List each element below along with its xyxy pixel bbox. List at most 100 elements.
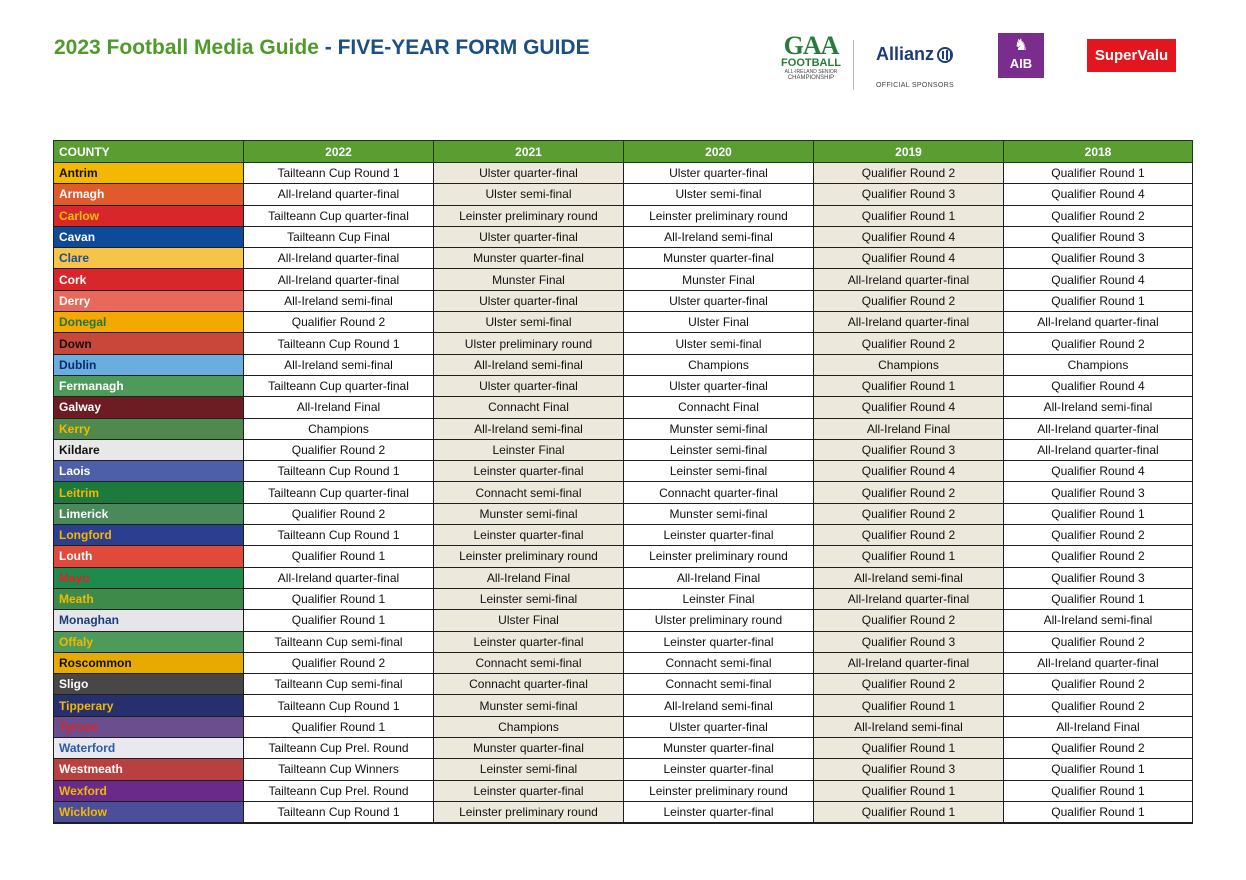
gaa-all-ireland-label: ALL-IRELAND SENIOR [784, 69, 838, 75]
result-cell-2022: Qualifier Round 2 [243, 311, 434, 334]
result-cell-2020: Leinster preliminary round [623, 545, 814, 568]
result-cell-2018: All-Ireland quarter-final [1003, 417, 1193, 440]
result-cell-2018: All-Ireland quarter-final [1003, 651, 1193, 675]
result-cell-2020: Ulster quarter-final [623, 715, 814, 739]
logo-divider [853, 40, 854, 90]
table-row: Donegal Qualifier Round 2 Ulster semi-fina… [53, 311, 1193, 334]
result-cell-2022: Tailteann Cup Round 1 [243, 524, 434, 547]
result-cell-2018: Qualifier Round 3 [1003, 247, 1193, 270]
result-cell-2021: All-Ireland semi-final [433, 353, 624, 376]
table-row: Tipperary Tailteann Cup Round 1 Munster se… [53, 694, 1193, 717]
result-cell-2020: Ulster quarter-final [623, 289, 814, 313]
result-cell-2020: Connacht quarter-final [623, 481, 814, 504]
result-cell-2019: Qualifier Round 1 [813, 204, 1004, 227]
result-cell-2020: All-Ireland semi-final [623, 694, 814, 717]
allianz-label: Allianz [876, 44, 935, 64]
result-cell-2021: Ulster quarter-final [433, 161, 624, 185]
result-cell-2019: Champions [813, 353, 1004, 376]
result-cell-2019: All-Ireland quarter-final [813, 651, 1004, 675]
table-row: Monaghan Qualifier Round 1 Ulster Final Uls… [53, 609, 1193, 632]
result-cell-2018: Qualifier Round 2 [1003, 545, 1193, 568]
result-cell-2021: Ulster quarter-final [433, 225, 624, 249]
result-cell-2021: Connacht semi-final [433, 651, 624, 675]
table-row: Limerick Qualifier Round 2 Munster semi-fi… [53, 502, 1193, 526]
result-cell-2021: Munster quarter-final [433, 737, 624, 760]
result-cell-2019: Qualifier Round 4 [813, 396, 1004, 419]
county-cell: Dublin [53, 353, 244, 376]
result-cell-2018: Qualifier Round 1 [1003, 502, 1193, 526]
county-cell: Mayo [53, 566, 244, 589]
table-row: Longford Tailteann Cup Round 1 Leinster qu… [53, 524, 1193, 547]
result-cell-2021: Connacht Final [433, 396, 624, 419]
county-cell: Tyrone [53, 715, 244, 739]
county-cell: Cavan [53, 225, 244, 249]
result-cell-2019: Qualifier Round 3 [813, 438, 1004, 462]
result-cell-2021: Ulster semi-final [433, 311, 624, 334]
result-cell-2019: All-Ireland Final [813, 417, 1004, 440]
county-cell: Laois [53, 460, 244, 483]
result-cell-2022: Tailteann Cup Winners [243, 758, 434, 781]
county-cell: Carlow [53, 204, 244, 227]
result-cell-2018: Qualifier Round 4 [1003, 460, 1193, 483]
result-cell-2022: Qualifier Round 1 [243, 545, 434, 568]
table-row: Dublin All-Ireland semi-final All-Ireland … [53, 353, 1193, 376]
column-header-2018: 2018 [1003, 140, 1193, 163]
result-cell-2018: Qualifier Round 3 [1003, 481, 1193, 504]
result-cell-2018: Qualifier Round 2 [1003, 737, 1193, 760]
result-cell-2021: Ulster preliminary round [433, 332, 624, 355]
result-cell-2018: Qualifier Round 1 [1003, 289, 1193, 313]
table-row: Armagh All-Ireland quarter-final Ulster se… [53, 183, 1193, 206]
allianz-eagle-icon [937, 47, 954, 63]
result-cell-2019: Qualifier Round 1 [813, 545, 1004, 568]
county-cell: Waterford [53, 737, 244, 760]
table-body: Antrim Tailteann Cup Round 1 Ulster quarte… [53, 161, 1193, 825]
result-cell-2022: Tailteann Cup quarter-final [243, 374, 434, 398]
result-cell-2018: Qualifier Round 1 [1003, 587, 1193, 611]
result-cell-2021: Leinster Final [433, 438, 624, 462]
result-cell-2020: Munster quarter-final [623, 247, 814, 270]
result-cell-2020: Ulster semi-final [623, 183, 814, 206]
result-cell-2019: Qualifier Round 2 [813, 332, 1004, 355]
result-cell-2022: All-Ireland quarter-final [243, 566, 434, 589]
table-row: Westmeath Tailteann Cup Winners Leinster s… [53, 758, 1193, 781]
result-cell-2021: Leinster quarter-final [433, 630, 624, 653]
result-cell-2021: Connacht quarter-final [433, 673, 624, 696]
aib-ark-icon: ♞ [1013, 37, 1029, 54]
result-cell-2021: Leinster preliminary round [433, 204, 624, 227]
county-cell: Monaghan [53, 609, 244, 632]
result-cell-2019: Qualifier Round 3 [813, 630, 1004, 653]
result-cell-2021: Ulster quarter-final [433, 289, 624, 313]
result-cell-2021: Leinster quarter-final [433, 460, 624, 483]
result-cell-2022: Tailteann Cup semi-final [243, 673, 434, 696]
county-cell: Cork [53, 268, 244, 291]
result-cell-2019: Qualifier Round 1 [813, 800, 1004, 825]
result-cell-2019: Qualifier Round 2 [813, 609, 1004, 632]
result-cell-2021: Munster semi-final [433, 694, 624, 717]
result-cell-2022: All-Ireland quarter-final [243, 183, 434, 206]
county-cell: Down [53, 332, 244, 355]
result-cell-2021: Ulster Final [433, 609, 624, 632]
result-cell-2021: Munster semi-final [433, 502, 624, 526]
result-cell-2018: All-Ireland quarter-final [1003, 311, 1193, 334]
table-header-row: COUNTY 2022 2021 2020 2019 2018 [53, 140, 1193, 163]
result-cell-2020: Leinster quarter-final [623, 630, 814, 653]
result-cell-2018: Qualifier Round 4 [1003, 268, 1193, 291]
result-cell-2018: Qualifier Round 1 [1003, 800, 1193, 825]
result-cell-2022: All-Ireland semi-final [243, 289, 434, 313]
table-row: Meath Qualifier Round 1 Leinster semi-fina… [53, 587, 1193, 611]
table-row: Louth Qualifier Round 1 Leinster prelimina… [53, 545, 1193, 568]
result-cell-2018: Qualifier Round 3 [1003, 566, 1193, 589]
result-cell-2021: Munster Final [433, 268, 624, 291]
title-form-guide: FIVE-YEAR FORM GUIDE [337, 36, 590, 59]
result-cell-2020: Champions [623, 353, 814, 376]
result-cell-2022: Tailteann Cup Round 1 [243, 460, 434, 483]
table-row: Roscommon Qualifier Round 2 Connacht semi-… [53, 651, 1193, 675]
table-row: Derry All-Ireland semi-final Ulster quarte… [53, 289, 1193, 313]
result-cell-2019: Qualifier Round 2 [813, 524, 1004, 547]
result-cell-2020: All-Ireland Final [623, 566, 814, 589]
result-cell-2022: Qualifier Round 2 [243, 651, 434, 675]
result-cell-2018: Qualifier Round 4 [1003, 183, 1193, 206]
title-guide: 2023 Football Media Guide [54, 36, 319, 59]
county-cell: Fermanagh [53, 374, 244, 398]
table-row: Mayo All-Ireland quarter-final All-Ireland… [53, 566, 1193, 589]
